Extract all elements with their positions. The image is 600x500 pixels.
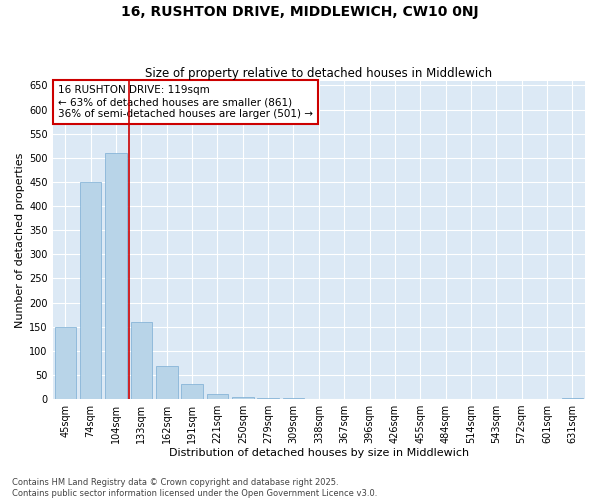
Bar	[156, 366, 178, 399]
Text: 16 RUSHTON DRIVE: 119sqm
← 63% of detached houses are smaller (861)
36% of semi-: 16 RUSHTON DRIVE: 119sqm ← 63% of detach…	[58, 86, 313, 118]
Text: 16, RUSHTON DRIVE, MIDDLEWICH, CW10 0NJ: 16, RUSHTON DRIVE, MIDDLEWICH, CW10 0NJ	[121, 5, 479, 19]
Y-axis label: Number of detached properties: Number of detached properties	[15, 152, 25, 328]
Title: Size of property relative to detached houses in Middlewich: Size of property relative to detached ho…	[145, 66, 493, 80]
X-axis label: Distribution of detached houses by size in Middlewich: Distribution of detached houses by size …	[169, 448, 469, 458]
Bar	[232, 396, 254, 399]
Bar	[131, 322, 152, 399]
Bar	[257, 398, 279, 399]
Bar	[206, 394, 228, 399]
Bar	[181, 384, 203, 399]
Bar	[80, 182, 101, 399]
Bar	[562, 398, 583, 399]
Bar	[105, 153, 127, 399]
Bar	[55, 326, 76, 399]
Text: Contains HM Land Registry data © Crown copyright and database right 2025.
Contai: Contains HM Land Registry data © Crown c…	[12, 478, 377, 498]
